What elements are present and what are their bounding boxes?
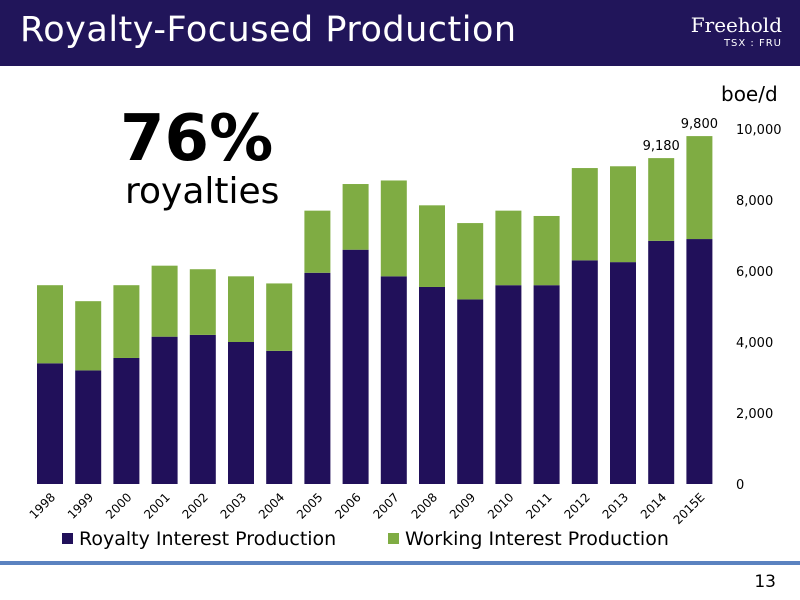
- page-title: Royalty-Focused Production: [20, 10, 517, 50]
- y-axis-unit-label: boe/d: [721, 82, 778, 106]
- working-interest-bar: [151, 265, 178, 337]
- brand-name: Freehold: [690, 13, 782, 37]
- working-interest-bar: [380, 180, 407, 277]
- y-tick-label: 2,000: [736, 407, 773, 422]
- x-tick-label: 2014: [638, 490, 669, 521]
- royalty-bar: [457, 299, 484, 484]
- working-interest-bar: [342, 184, 369, 250]
- royalty-bar: [686, 239, 713, 484]
- x-tick-label: 2006: [332, 490, 363, 521]
- page-number: 13: [754, 572, 776, 592]
- x-tick-label: 2013: [600, 490, 631, 521]
- x-tick-label: 2010: [485, 490, 516, 521]
- working-interest-bar: [419, 205, 445, 287]
- x-tick-label: 2015E: [671, 490, 708, 527]
- working-interest-bar: [495, 210, 522, 286]
- working-interest-bar: [189, 269, 216, 335]
- working-interest-bar: [37, 285, 63, 364]
- royalty-bar: [151, 336, 178, 484]
- legend-label: Working Interest Production: [405, 528, 669, 550]
- royalty-bar: [419, 286, 445, 484]
- x-tick-label: 2000: [103, 490, 134, 521]
- royalty-bar: [75, 370, 102, 484]
- x-tick-label: 2002: [179, 490, 210, 521]
- header-bar: Royalty-Focused Production Freehold TSX …: [0, 0, 800, 66]
- working-interest-bar: [686, 136, 713, 240]
- y-tick-label: 0: [736, 478, 744, 493]
- royalty-bar: [189, 334, 216, 484]
- working-interest-bar: [533, 215, 560, 286]
- royalty-bar: [571, 260, 598, 484]
- x-tick-label: 2001: [141, 490, 172, 521]
- working-interest-bar: [571, 168, 598, 261]
- x-tick-label: 2009: [447, 490, 478, 521]
- data-label: 9,800: [681, 117, 718, 132]
- working-interest-bar: [266, 283, 293, 351]
- royalty-bar: [533, 285, 560, 484]
- royalty-percent-callout: 76%: [120, 102, 274, 176]
- legend-swatch: [62, 533, 73, 544]
- working-interest-bar: [610, 166, 636, 263]
- x-tick-label: 2012: [561, 490, 592, 521]
- working-interest-bar: [113, 285, 140, 358]
- working-interest-bar: [648, 158, 675, 241]
- royalty-bar: [610, 262, 636, 484]
- legend-swatch: [388, 533, 399, 544]
- royalty-bar: [37, 363, 63, 484]
- royalty-bar: [266, 350, 293, 484]
- x-tick-label: 1999: [65, 490, 96, 521]
- legend-label: Royalty Interest Production: [79, 528, 336, 550]
- x-tick-label: 2004: [256, 490, 287, 521]
- royalty-bar: [228, 342, 254, 484]
- x-tick-label: 1998: [27, 490, 58, 521]
- royalty-bar: [342, 249, 369, 484]
- x-tick-label: 2008: [409, 490, 440, 521]
- data-label: 9,180: [643, 139, 680, 154]
- working-interest-bar: [457, 223, 484, 300]
- royalty-bar: [113, 357, 140, 484]
- y-tick-label: 6,000: [736, 265, 773, 280]
- x-tick-label: 2011: [523, 490, 554, 521]
- brand-logo: Freehold TSX : FRU: [691, 14, 782, 52]
- x-tick-label: 2007: [370, 490, 401, 521]
- royalty-bar: [495, 285, 522, 484]
- y-tick-label: 10,000: [736, 123, 782, 138]
- royalty-callout-label: royalties: [125, 171, 280, 212]
- royalty-bar: [648, 240, 675, 484]
- x-tick-label: 2005: [294, 490, 325, 521]
- y-tick-label: 4,000: [736, 336, 773, 351]
- royalty-bar: [304, 272, 331, 484]
- brand-ticker: TSX : FRU: [723, 38, 782, 49]
- working-interest-bar: [304, 210, 331, 273]
- working-interest-bar: [75, 301, 102, 371]
- footer-divider: [0, 561, 800, 565]
- y-tick-label: 8,000: [736, 194, 773, 209]
- working-interest-bar: [228, 276, 254, 342]
- royalty-bar: [380, 276, 407, 484]
- x-tick-label: 2003: [218, 490, 249, 521]
